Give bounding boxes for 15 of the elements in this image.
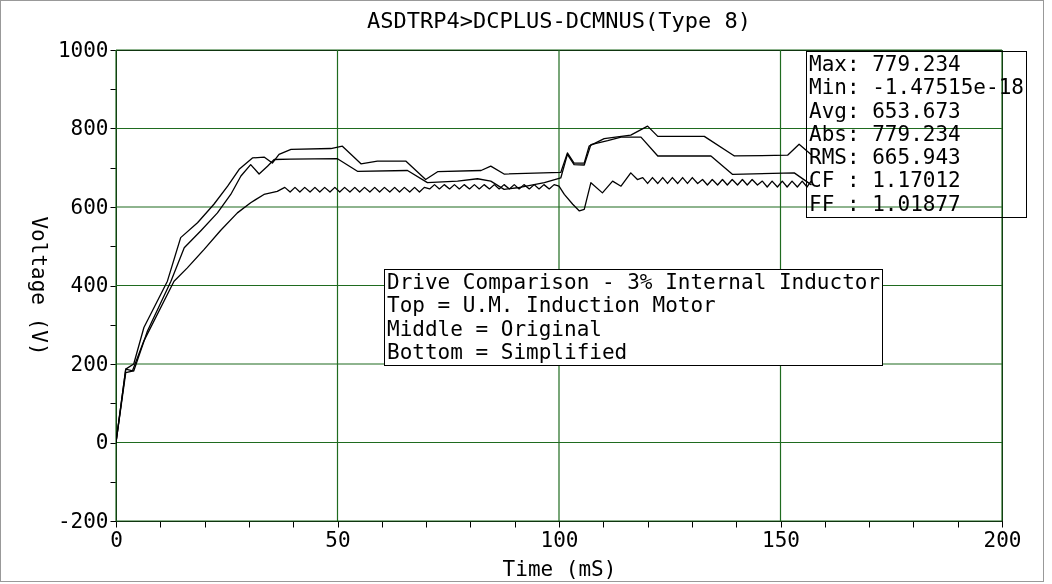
x-tick-label: 150 bbox=[762, 527, 800, 552]
y-tick-label: 400 bbox=[70, 273, 109, 297]
y-tick-label: 600 bbox=[70, 194, 109, 219]
y-axis-title: Voltage (V) bbox=[26, 216, 51, 356]
x-tick-label: 100 bbox=[540, 527, 579, 552]
x-tick-label: 50 bbox=[325, 527, 351, 552]
chart-title: ASDTRP4>DCPLUS-DCMNUS(Type 8) bbox=[366, 8, 752, 33]
x-tick-label: 200 bbox=[983, 527, 1022, 552]
y-tick-label: 0 bbox=[95, 430, 109, 454]
x-axis-title: Time (mS) bbox=[502, 556, 617, 581]
y-tick-label: 1000 bbox=[57, 37, 109, 62]
y-tick-label: 200 bbox=[70, 351, 109, 376]
y-tick-label: 800 bbox=[70, 116, 109, 140]
y-tick-label: -200 bbox=[57, 508, 109, 533]
note-box: Drive Comparison - 3% Internal Inductor Top = U.M. Induction Motor Middle = Original Bottom = Simplified bbox=[384, 269, 884, 367]
